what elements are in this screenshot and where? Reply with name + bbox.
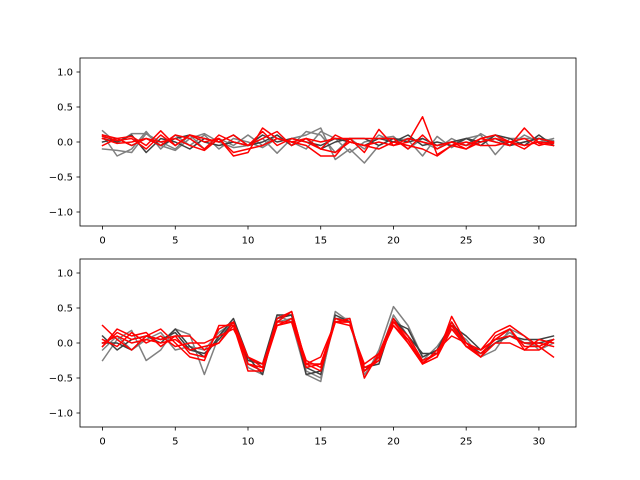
x-tick-label-top: 0 [99,236,105,247]
y-tick-label-top: −0.5 [49,173,73,184]
x-tick-label-top: 25 [460,236,473,247]
x-tick-label-bottom: 5 [172,437,178,448]
series-layer-bottom [101,305,555,383]
tick-layer-top: 0 5 10 15 20 25 30 1.0 0.5 0.0 −0.5 −1.0 [49,68,546,247]
x-tick-label-bottom: 30 [533,437,546,448]
x-tick-label-bottom: 15 [314,437,327,448]
y-tick-label-top: 1.0 [57,68,73,79]
series-line-bottom-7 [101,310,555,369]
series-line-top-7 [101,130,555,150]
x-tick-label-top: 5 [172,236,178,247]
series-line-top-9 [101,137,555,157]
tick-layer-bottom: 0 5 10 15 20 25 30 1.0 0.5 0.0 −0.5 −1.0 [49,269,546,448]
y-tick-label-top: −1.0 [49,208,73,219]
series-line-top-8 [101,130,555,150]
x-tick-label-bottom: 0 [99,437,105,448]
subplot-bottom: 0 5 10 15 20 25 30 1.0 0.5 0.0 −0.5 −1.0 [49,258,577,448]
series-layer-top [101,116,555,164]
x-tick-label-top: 30 [533,236,546,247]
y-tick-label-top: 0.5 [57,103,73,114]
x-tick-label-top: 15 [314,236,327,247]
y-tick-label-bottom: −1.0 [49,409,73,420]
x-tick-label-bottom: 10 [242,437,255,448]
x-tick-label-bottom: 20 [387,437,400,448]
x-tick-label-top: 20 [387,236,400,247]
y-tick-label-bottom: 0.0 [57,339,73,350]
y-tick-label-bottom: −0.5 [49,374,73,385]
x-tick-label-top: 10 [242,236,255,247]
subplot-top: 0 5 10 15 20 25 30 1.0 0.5 0.0 −0.5 −1.0 [49,57,577,247]
x-tick-label-bottom: 25 [460,437,473,448]
y-tick-label-bottom: 1.0 [57,269,73,280]
y-tick-label-top: 0.0 [57,138,73,149]
series-line-top-2 [101,130,555,157]
series-line-bottom-9 [101,321,555,369]
y-tick-label-bottom: 0.5 [57,304,73,315]
